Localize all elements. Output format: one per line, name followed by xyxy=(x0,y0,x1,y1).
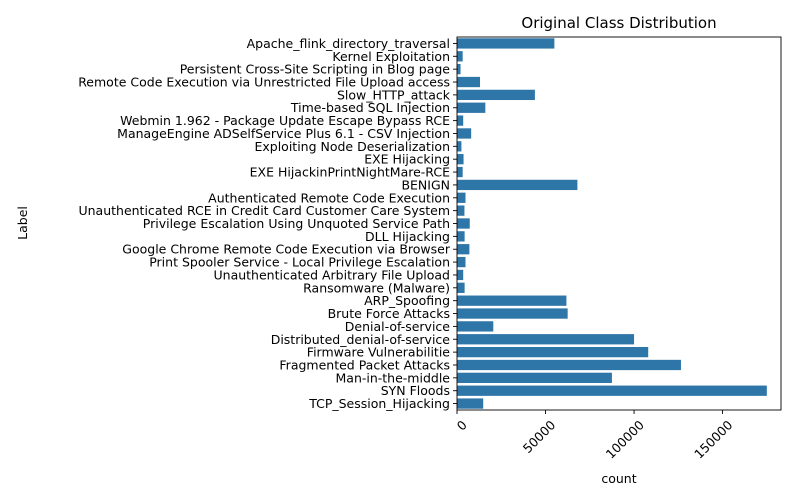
x-axis-title: count xyxy=(601,471,636,486)
y-tick-label: Unauthenticated RCE in Credit Card Custo… xyxy=(78,203,450,218)
y-tick-label: Print Spooler Service - Local Privilege … xyxy=(149,255,450,270)
y-tick-label: Denial-of-service xyxy=(345,319,451,334)
y-tick-label: Time-based SQL Injection xyxy=(290,100,450,115)
y-tick-label: SYN Floods xyxy=(381,383,450,398)
bar xyxy=(457,321,494,332)
bar xyxy=(457,192,466,203)
bar xyxy=(457,244,470,255)
x-tick-label: 150000 xyxy=(691,417,735,461)
y-tick-label: EXE HijackinPrintNightMare-RCE xyxy=(250,165,450,180)
y-tick-label: Ransomware (Malware) xyxy=(303,280,450,295)
bar xyxy=(457,282,465,293)
bar xyxy=(457,102,486,113)
y-tick-label: Slow_HTTP_attack xyxy=(337,87,451,102)
y-tick-label: Unauthenticated Arbitrary File Upload xyxy=(214,267,451,282)
y-axis-title: Label xyxy=(15,206,30,240)
bar xyxy=(457,269,464,281)
x-tick-label: 50000 xyxy=(520,417,559,456)
bar xyxy=(457,231,465,242)
y-tick-label: Webmin 1.962 - Package Update Escape Byp… xyxy=(120,113,450,128)
y-tick-label: Remote Code Execution via Unrestricted F… xyxy=(78,75,450,90)
bar xyxy=(457,154,464,165)
bar xyxy=(457,76,481,88)
y-tick-label: EXE Hijacking xyxy=(364,152,450,167)
bar xyxy=(457,179,578,191)
bar xyxy=(457,205,465,216)
bar xyxy=(457,372,612,383)
bar xyxy=(457,141,462,152)
y-tick-label: Privilege Escalation Using Unquoted Serv… xyxy=(143,216,450,231)
x-tick-label: 100000 xyxy=(603,417,647,461)
bar xyxy=(457,89,535,101)
bars-group xyxy=(457,38,767,409)
y-tick-label: ARP_Spoofing xyxy=(364,293,450,308)
y-tick-label: TCP_Session_Hijacking xyxy=(308,396,450,411)
bar xyxy=(457,334,635,345)
bar xyxy=(457,385,767,396)
y-tick-label: Google Chrome Remote Code Execution via … xyxy=(122,242,451,257)
bar xyxy=(457,398,484,409)
bar xyxy=(457,295,567,306)
y-tick-label: Authenticated Remote Code Execution xyxy=(208,190,450,205)
bar xyxy=(457,256,466,268)
y-tick-label: Fragmented Packet Attacks xyxy=(279,357,450,372)
bar xyxy=(457,128,472,139)
chart-title: Original Class Distribution xyxy=(521,14,716,32)
y-tick-label: Distributed_denial-of-service xyxy=(271,332,451,347)
x-axis-ticks: 0 50000 100000 150000 xyxy=(454,410,736,462)
y-tick-label: ManageEngine ADSelfService Plus 6.1 - CS… xyxy=(117,126,450,141)
y-tick-label: Man-in-the-middle xyxy=(336,370,451,385)
bar xyxy=(457,218,470,229)
y-tick-label: Firmware Vulnerabilitie xyxy=(307,345,450,360)
y-tick-label: BENIGN xyxy=(401,177,450,192)
bar xyxy=(457,115,464,126)
bar xyxy=(457,38,555,49)
y-tick-label: DLL Hijacking xyxy=(365,229,450,244)
y-tick-label: Kernel Exploitation xyxy=(332,49,450,64)
bar xyxy=(457,346,649,358)
plot-frame xyxy=(456,36,782,411)
y-tick-label: Exploiting Node Deserialization xyxy=(254,139,450,154)
bar xyxy=(457,51,463,62)
y-tick-label: Apache_flink_directory_traversal xyxy=(247,36,450,51)
bar xyxy=(457,166,463,178)
bar xyxy=(457,308,568,319)
x-tick-label: 0 xyxy=(454,417,470,433)
y-tick-label: Persistent Cross-Site Scripting in Blog … xyxy=(180,62,451,77)
bar xyxy=(457,359,681,371)
y-tick-label: Brute Force Attacks xyxy=(328,306,450,321)
bar xyxy=(457,64,461,75)
